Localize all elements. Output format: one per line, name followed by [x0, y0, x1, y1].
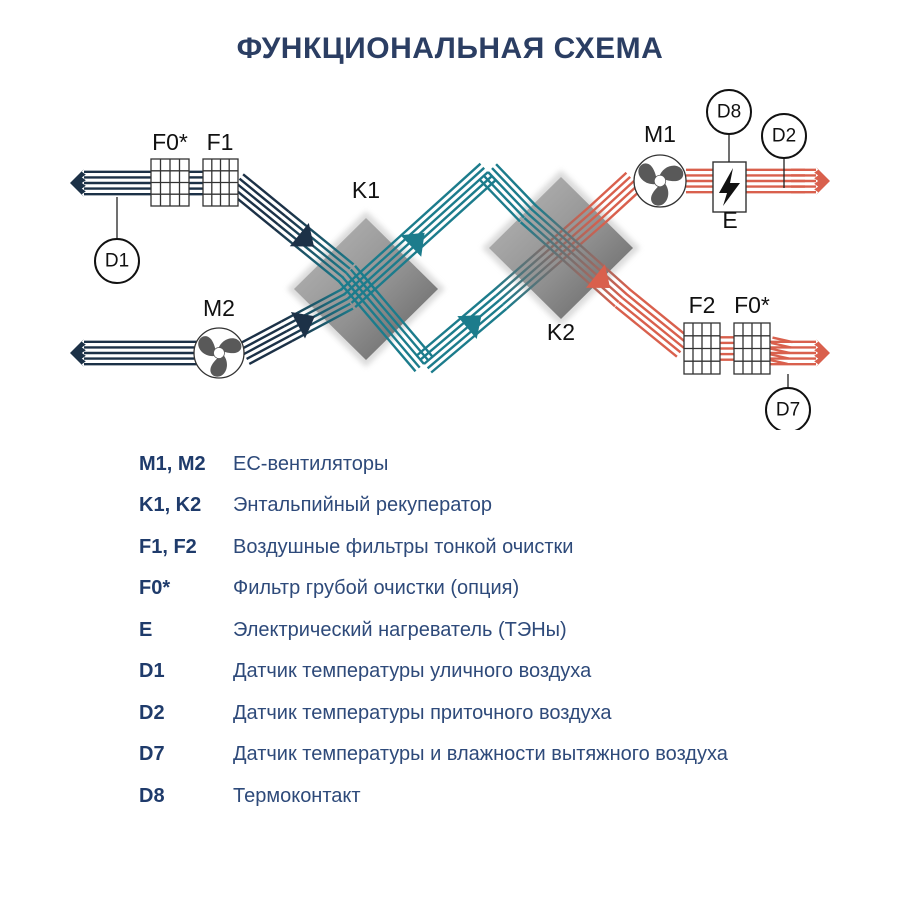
- svg-text:K2: K2: [547, 319, 575, 345]
- svg-text:F1: F1: [207, 129, 234, 155]
- svg-text:D8: D8: [717, 102, 741, 123]
- svg-text:M1: M1: [644, 121, 676, 147]
- svg-text:F0*: F0*: [152, 129, 188, 155]
- svg-text:E: E: [722, 207, 737, 233]
- svg-text:F2: F2: [689, 292, 716, 318]
- svg-text:D7: D7: [776, 400, 800, 421]
- svg-text:D1: D1: [105, 251, 129, 272]
- svg-text:M2: M2: [203, 295, 235, 321]
- svg-text:F0*: F0*: [734, 292, 770, 318]
- svg-text:D2: D2: [772, 126, 796, 147]
- svg-text:K1: K1: [352, 177, 380, 203]
